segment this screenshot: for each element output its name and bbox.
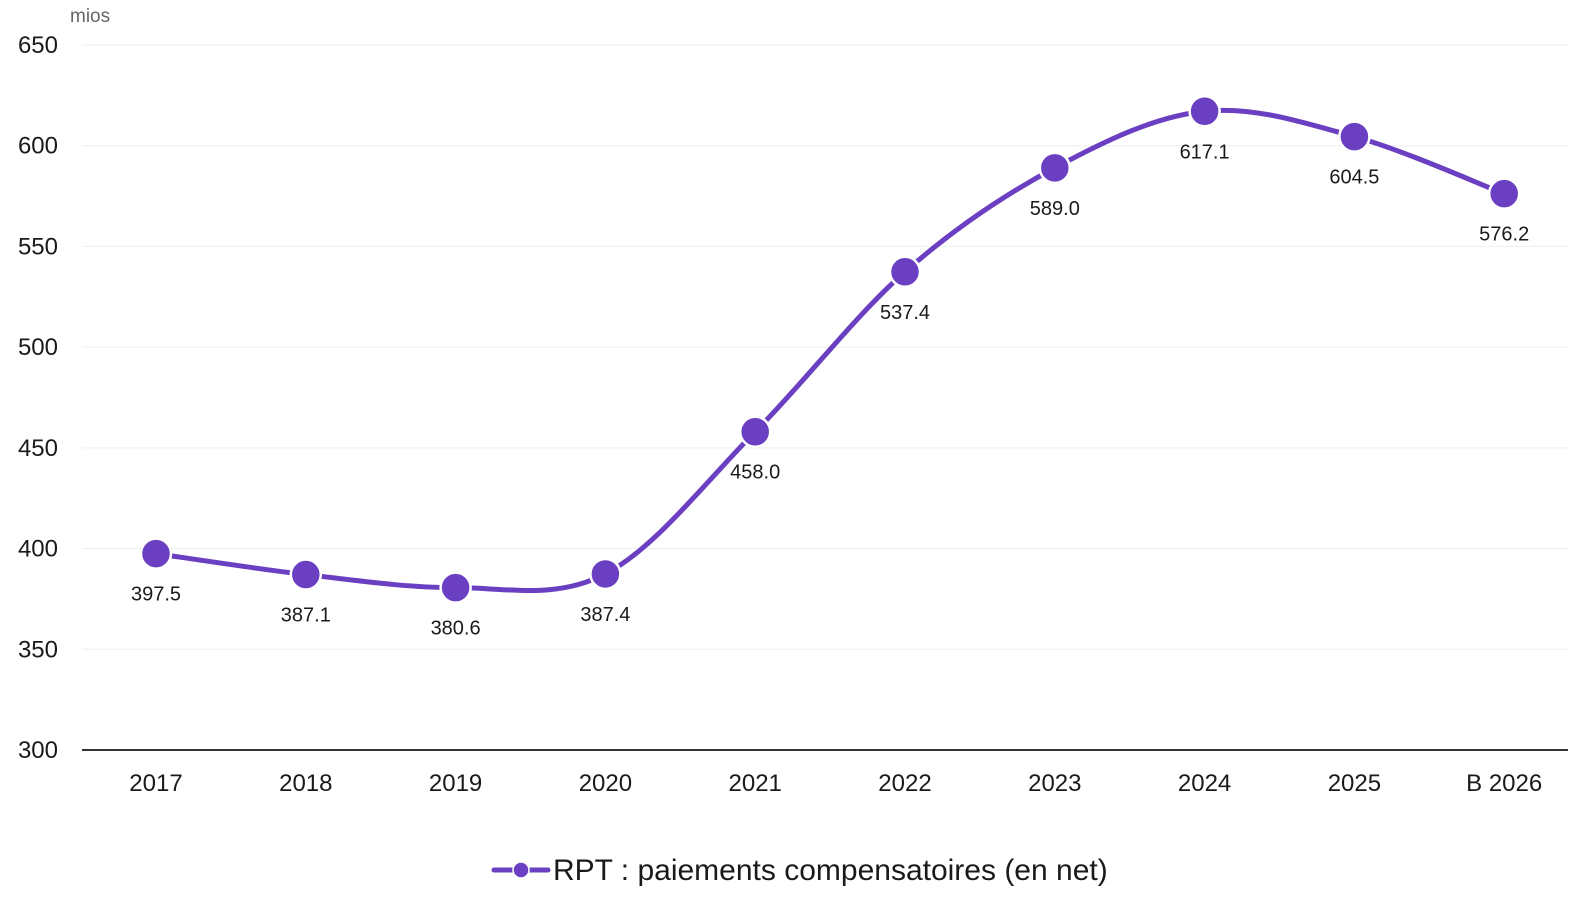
x-axis-ticks: 2017 2018 2019 2020 2021 2022 2023 2024 2025 B 20… <box>129 770 1542 797</box>
data-point-marker[interactable] <box>888 255 922 289</box>
data-label: 576.2 <box>1479 224 1529 246</box>
series-line <box>153 107 1507 593</box>
data-label: 387.1 <box>281 605 331 627</box>
x-tick-label: B 2026 <box>1466 770 1542 797</box>
y-tick-label: 400 <box>18 536 58 563</box>
y-tick-label: 300 <box>18 737 58 764</box>
data-point-marker[interactable] <box>439 571 472 604</box>
x-tick-label: 2018 <box>279 770 332 797</box>
data-point-marker[interactable] <box>1038 151 1072 185</box>
series-layer: 397.5 387.1 380.6 387.4 458.0 537.4 589.0 617.1… <box>131 95 1529 640</box>
data-label: 387.4 <box>580 604 630 626</box>
legend-label: RPT : paiements compensatoires (en net) <box>553 854 1108 887</box>
y-tick-label: 500 <box>18 334 58 361</box>
x-tick-label: 2024 <box>1178 770 1231 797</box>
y-axis-unit-label: mios <box>70 6 110 27</box>
data-label: 458.0 <box>730 462 780 484</box>
x-tick-label: 2019 <box>429 770 482 797</box>
legend[interactable]: RPT : paiements compensatoires (en net) <box>491 854 1108 887</box>
x-tick-label: 2021 <box>729 770 782 797</box>
data-point-marker[interactable] <box>289 558 323 591</box>
data-label: 617.1 <box>1180 141 1230 163</box>
gridlines <box>82 44 1568 650</box>
data-point-marker[interactable] <box>589 557 622 591</box>
x-tick-label: 2020 <box>579 770 632 797</box>
x-tick-label: 2017 <box>129 770 182 797</box>
data-label: 604.5 <box>1329 167 1379 189</box>
x-tick-label: 2022 <box>878 770 931 797</box>
data-label: 589.0 <box>1030 198 1080 220</box>
y-tick-label: 350 <box>18 636 58 663</box>
y-tick-label: 650 <box>18 32 58 59</box>
data-point-marker[interactable] <box>1188 95 1221 128</box>
y-tick-label: 550 <box>18 233 58 260</box>
x-tick-label: 2025 <box>1328 770 1381 797</box>
y-tick-label: 450 <box>18 435 58 462</box>
data-label: 537.4 <box>880 302 930 324</box>
legend-marker-swatch <box>512 861 530 879</box>
y-axis-ticks: 300 350 400 450 500 550 600 650 <box>18 32 58 764</box>
data-point-marker[interactable] <box>1487 177 1521 210</box>
data-point-marker[interactable] <box>139 537 173 570</box>
x-tick-label: 2023 <box>1028 770 1081 797</box>
y-tick-label: 600 <box>18 133 58 160</box>
data-point-marker[interactable] <box>1338 120 1371 153</box>
data-label: 380.6 <box>431 618 481 640</box>
data-point-marker[interactable] <box>738 415 772 448</box>
data-label: 397.5 <box>131 584 181 606</box>
